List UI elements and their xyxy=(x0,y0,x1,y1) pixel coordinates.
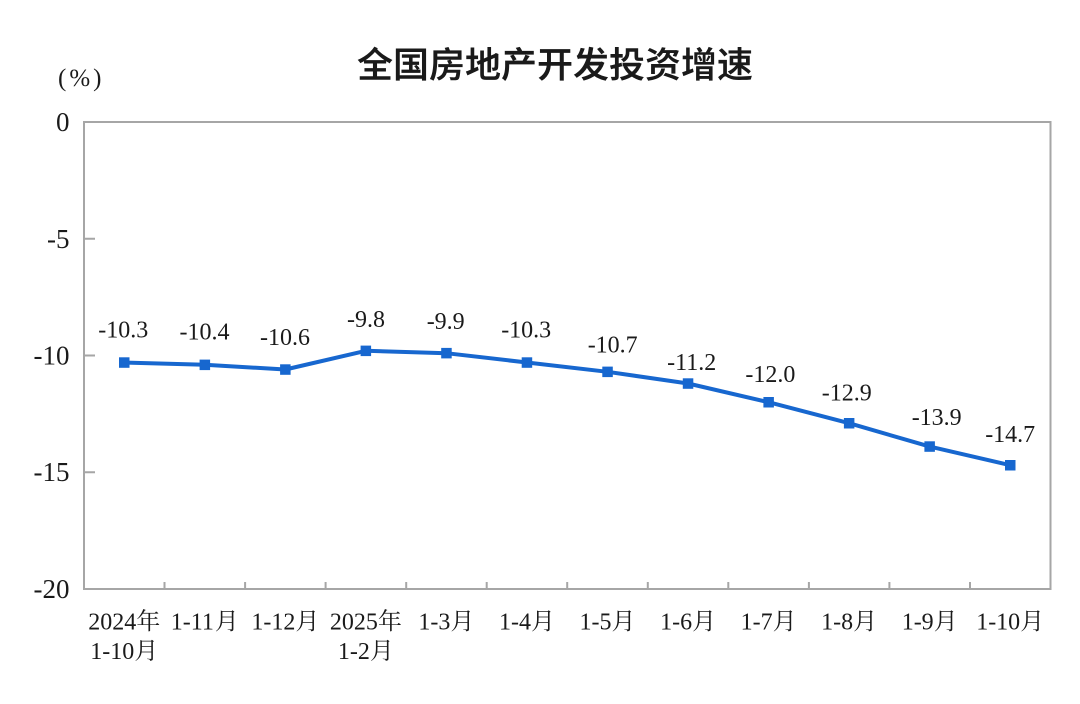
svg-text:-12.0: -12.0 xyxy=(745,362,795,388)
svg-text:-9.8: -9.8 xyxy=(347,307,385,333)
svg-text:1-6: 1-6 xyxy=(660,610,692,636)
svg-text:-12.9: -12.9 xyxy=(822,381,872,407)
svg-text:-10: -10 xyxy=(34,341,70,371)
svg-text:-10.3: -10.3 xyxy=(98,317,148,343)
svg-text:-11.2: -11.2 xyxy=(667,350,716,376)
svg-text:-14.7: -14.7 xyxy=(985,422,1035,448)
svg-text:1-12: 1-12 xyxy=(251,610,295,636)
svg-text:-20: -20 xyxy=(34,574,70,604)
svg-text:1-11: 1-11 xyxy=(171,610,214,636)
svg-text:-10.3: -10.3 xyxy=(501,318,551,344)
svg-text:1-9: 1-9 xyxy=(902,610,934,636)
svg-text:1-10: 1-10 xyxy=(90,639,134,665)
svg-text:1-4: 1-4 xyxy=(499,610,531,636)
svg-text:1-7: 1-7 xyxy=(741,610,773,636)
svg-text:-15: -15 xyxy=(34,457,70,487)
svg-text:0: 0 xyxy=(56,107,70,137)
svg-text:1-10: 1-10 xyxy=(976,610,1020,636)
svg-text:2024: 2024 xyxy=(88,610,136,636)
svg-text:1-8: 1-8 xyxy=(821,610,853,636)
svg-text:-13.9: -13.9 xyxy=(912,405,962,431)
svg-text:-9.9: -9.9 xyxy=(427,309,465,335)
svg-text:-10.6: -10.6 xyxy=(260,325,310,351)
svg-text:-5: -5 xyxy=(47,224,70,254)
svg-text:-10.7: -10.7 xyxy=(588,333,638,359)
svg-text:(%): (%) xyxy=(58,65,104,92)
svg-text:1-5: 1-5 xyxy=(580,610,612,636)
svg-text:-10.4: -10.4 xyxy=(180,320,230,346)
svg-text:1-3: 1-3 xyxy=(418,610,450,636)
svg-text:1-2: 1-2 xyxy=(338,639,370,665)
svg-text:2025: 2025 xyxy=(330,610,378,636)
